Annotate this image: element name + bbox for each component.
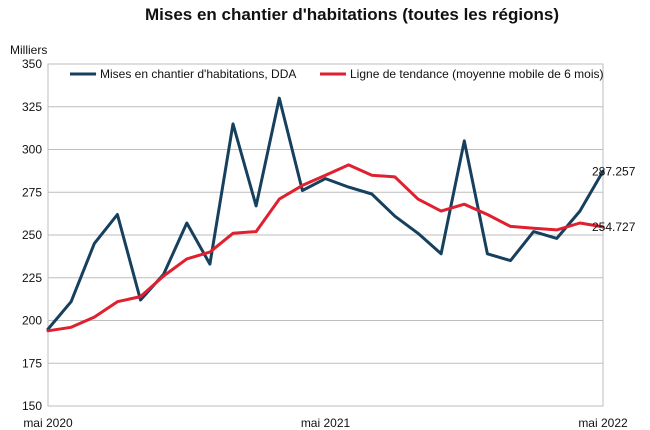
data-point-s1-3	[116, 213, 118, 216]
legend: Mises en chantier d'habitations, DDA Lign…	[70, 67, 604, 81]
data-point-s2-12	[324, 174, 327, 176]
y-tick-label: 250	[22, 228, 42, 242]
data-point-s2-2	[93, 316, 95, 318]
end-label-2: 254.727	[592, 220, 636, 234]
data-point-s2-4	[139, 296, 142, 298]
y-axis-unit-label: Milliers	[10, 43, 47, 57]
data-point-s1-1	[70, 301, 72, 303]
x-tick-label: mai 2020	[23, 416, 73, 430]
data-point-s1-23	[579, 210, 581, 212]
data-point-s1-6	[186, 222, 188, 224]
x-tick-label: mai 2022	[578, 416, 628, 430]
data-point-s1-20	[509, 260, 512, 262]
data-point-s2-24	[602, 226, 604, 228]
y-axis-ticks: 150 175 200 225 250 275 300 325 350	[22, 57, 42, 413]
data-point-s1-19	[486, 253, 488, 255]
data-point-s1-12	[324, 178, 327, 180]
plot-area-border	[47, 63, 604, 407]
data-point-s1-10	[278, 97, 280, 99]
data-point-s2-5	[163, 275, 165, 277]
y-tick-label: 225	[22, 271, 42, 285]
data-point-s2-6	[186, 258, 188, 260]
series-line-1	[46, 96, 605, 331]
data-point-s2-10	[278, 198, 280, 200]
data-point-s2-22	[556, 229, 558, 231]
data-point-s2-8	[232, 232, 234, 234]
data-point-s2-18	[463, 203, 465, 205]
y-tick-label: 275	[22, 185, 42, 199]
y-tick-label: 325	[22, 100, 42, 114]
series-layer	[46, 96, 605, 333]
x-axis-ticks: mai 2020 mai 2021 mai 2022	[23, 416, 628, 430]
y-tick-label: 150	[22, 399, 42, 413]
end-label-1: 287.257	[592, 164, 636, 178]
data-point-s1-22	[556, 237, 558, 239]
legend-label-2: Ligne de tendance (moyenne mobile de 6 m…	[350, 67, 604, 81]
data-point-s2-20	[509, 225, 512, 227]
data-point-s1-8	[232, 123, 234, 125]
chart-title: Mises en chantier d'habitations (toutes …	[145, 5, 559, 24]
data-point-s2-14	[371, 174, 373, 176]
data-point-s2-15	[394, 176, 396, 178]
data-point-s2-21	[533, 227, 535, 229]
data-point-s2-3	[116, 301, 118, 303]
y-tick-label: 350	[22, 57, 42, 71]
y-tick-label: 300	[22, 143, 42, 157]
data-point-s1-24	[602, 170, 604, 172]
data-point-s1-16	[417, 232, 419, 234]
data-point-s1-7	[209, 263, 211, 265]
data-point-s1-21	[533, 231, 535, 233]
data-point-s2-17	[440, 210, 442, 212]
data-point-s1-11	[301, 189, 303, 192]
data-point-s2-19	[486, 213, 488, 216]
data-point-s1-2	[93, 243, 95, 245]
data-point-s2-11	[301, 184, 303, 186]
data-point-s2-7	[209, 251, 211, 253]
end-labels: 287.257 254.727	[592, 164, 636, 234]
y-tick-label: 175	[22, 356, 42, 370]
data-point-s2-13	[348, 164, 350, 166]
x-tick-label: mai 2021	[301, 416, 351, 430]
data-point-s2-0	[47, 330, 49, 332]
data-point-s1-14	[371, 193, 373, 195]
gridlines	[48, 63, 603, 407]
data-point-s1-4	[139, 299, 142, 301]
legend-label-1: Mises en chantier d'habitations, DDA	[100, 67, 296, 81]
data-point-s2-1	[70, 326, 72, 328]
data-point-s1-17	[440, 253, 442, 255]
data-point-s1-18	[463, 140, 465, 142]
data-point-s2-23	[579, 222, 581, 224]
data-point-s1-13	[348, 186, 350, 188]
y-tick-label: 200	[22, 314, 42, 328]
data-point-s1-9	[255, 205, 257, 207]
data-point-s2-16	[417, 198, 419, 200]
data-point-s1-15	[394, 215, 396, 217]
data-point-s2-9	[255, 231, 257, 233]
